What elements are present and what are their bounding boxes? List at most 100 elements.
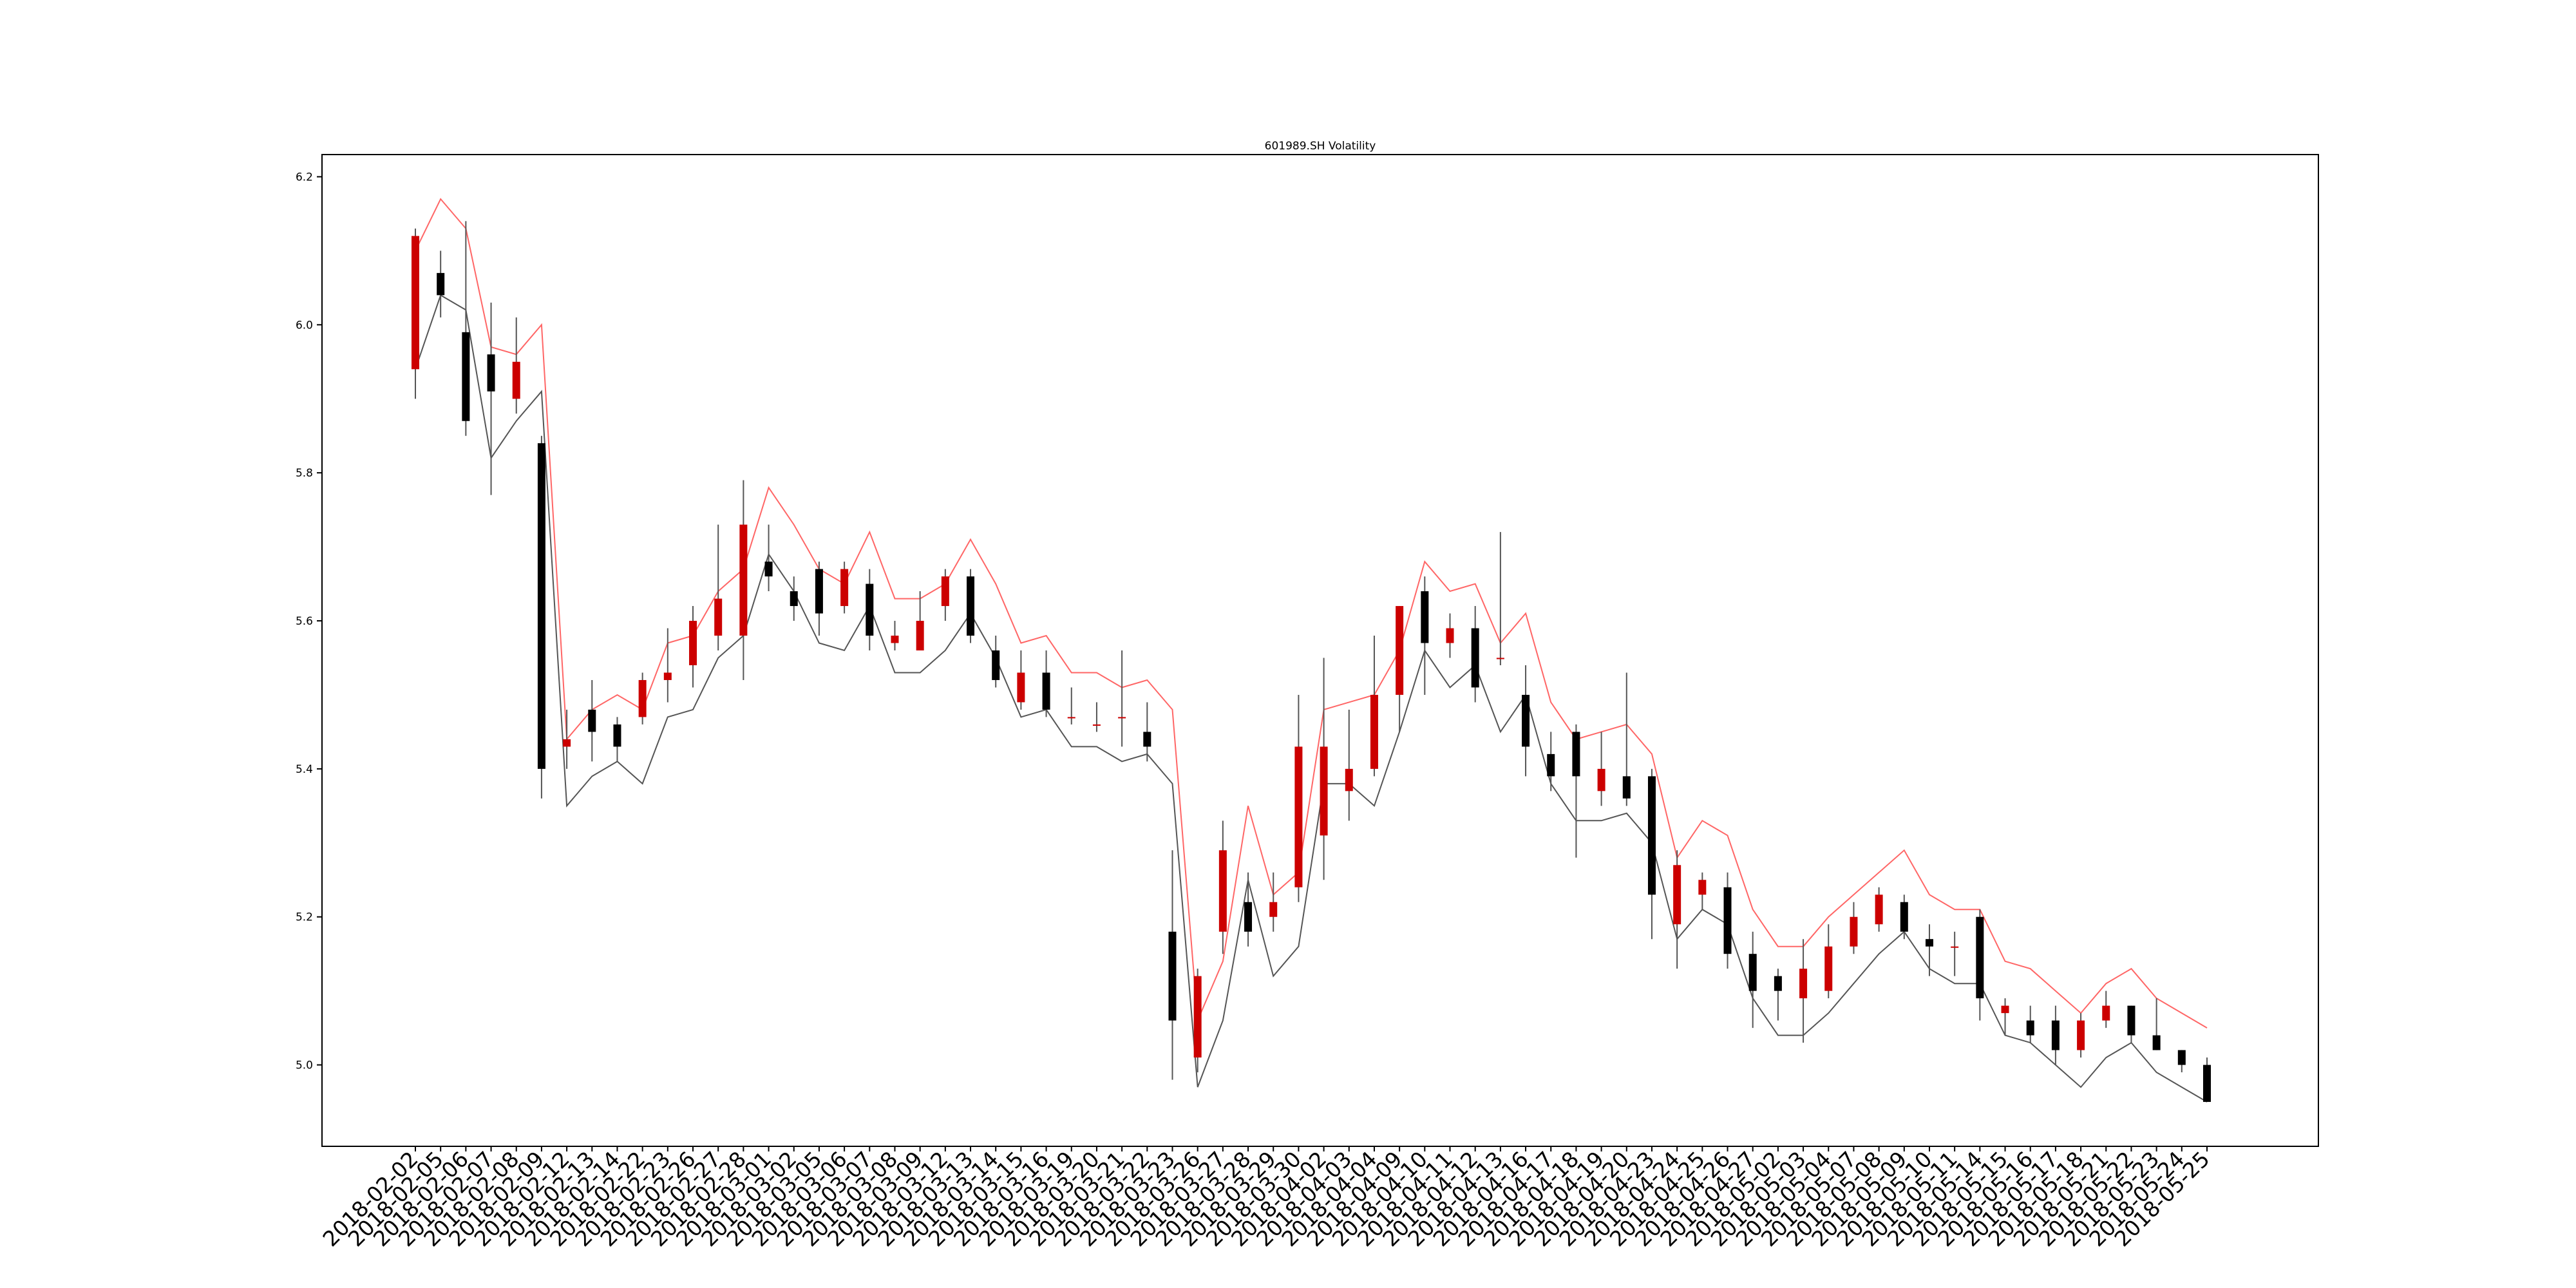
candlestick xyxy=(1597,732,1605,806)
candlestick xyxy=(638,672,647,724)
candlestick xyxy=(2152,998,2161,1050)
candlestick xyxy=(2177,1050,2186,1073)
candle-body-down xyxy=(1900,902,1908,932)
candle-body-up xyxy=(1396,606,1404,695)
candle-body-down xyxy=(1143,732,1151,747)
candle-body-down xyxy=(764,562,773,577)
candle-body-down xyxy=(1774,976,1782,991)
candle-body-up xyxy=(1951,946,1959,948)
candle-body-down xyxy=(437,272,445,296)
y-axis: 5.0 5.2 5.4 5.6 5.8 6.0 6.2 xyxy=(296,171,322,1072)
candlestick xyxy=(815,562,823,636)
candle-body-up xyxy=(739,524,748,636)
candle-body-up xyxy=(689,621,697,665)
candlestick xyxy=(1572,724,1580,858)
candle-body-up xyxy=(1370,694,1378,769)
candle-body-down xyxy=(992,650,1000,680)
candle-body-up xyxy=(1092,724,1101,726)
candle-body-down xyxy=(2026,1020,2034,1036)
candle-body-up xyxy=(1673,865,1681,925)
candlestick xyxy=(1244,872,1253,947)
candlestick xyxy=(714,524,723,650)
candlestick xyxy=(1345,709,1353,821)
candlestick xyxy=(1017,650,1025,710)
candlestick xyxy=(689,606,697,688)
candle-body-down xyxy=(1925,939,1933,947)
candle-body-down xyxy=(1522,694,1530,747)
candle-body-down xyxy=(1042,672,1050,710)
candlestick xyxy=(437,251,445,317)
candlestick xyxy=(1748,931,1757,1028)
candlestick xyxy=(1294,694,1303,902)
candle-body-down xyxy=(1547,753,1555,777)
candlestick xyxy=(1067,687,1075,724)
candle-body-up xyxy=(563,739,571,747)
candle-body-down xyxy=(1572,732,1580,777)
y-tick-label: 5.6 xyxy=(296,615,313,628)
candle-body-down xyxy=(1244,902,1253,932)
candlestick xyxy=(941,569,949,621)
candlestick xyxy=(891,621,899,650)
candlestick xyxy=(1421,576,1429,695)
candle-body-down xyxy=(588,709,596,732)
candlestick xyxy=(790,576,798,621)
candle-body-down xyxy=(1647,776,1656,895)
candlestick xyxy=(1875,887,1883,932)
candlestick xyxy=(764,524,773,592)
candle-body-down xyxy=(2203,1065,2211,1103)
candlestick xyxy=(1471,606,1479,703)
candle-body-down xyxy=(2152,1035,2161,1050)
candle-body-up xyxy=(2001,1005,2009,1014)
candlestick xyxy=(1218,820,1227,954)
candlestick xyxy=(840,562,849,614)
candle-body-up xyxy=(1850,916,1858,947)
candlestick xyxy=(1976,909,1984,1021)
candle-body-down xyxy=(1748,954,1757,991)
candle-body-up xyxy=(1698,880,1707,895)
candle-body-up xyxy=(1496,658,1504,659)
candle-body-up xyxy=(840,569,849,607)
candlestick xyxy=(1042,650,1050,717)
candle-body-down xyxy=(1622,776,1631,799)
candlestick xyxy=(1673,850,1681,969)
candlestick xyxy=(1622,672,1631,806)
candle-body-up xyxy=(1218,850,1227,932)
candle-body-up xyxy=(714,598,723,636)
y-tick-label: 5.2 xyxy=(296,911,313,924)
candlestick xyxy=(1396,606,1404,732)
candle-body-up xyxy=(1597,768,1605,791)
candle-body-down xyxy=(1976,916,1984,999)
y-tick-label: 5.4 xyxy=(296,763,313,776)
candlestick xyxy=(1522,665,1530,777)
candle-body-down xyxy=(1421,591,1429,643)
candlestick xyxy=(1824,924,1833,999)
candlestick xyxy=(462,221,470,436)
candle-body-up xyxy=(1193,976,1202,1058)
candle-body-up xyxy=(2077,1020,2085,1050)
candle-body-up xyxy=(663,672,672,680)
candlestick xyxy=(613,717,621,762)
candlestick xyxy=(739,480,748,680)
candlestick xyxy=(916,591,924,650)
upper-band-line xyxy=(415,198,2208,1028)
y-tick-label: 5.8 xyxy=(296,467,313,480)
candle-body-up xyxy=(1824,946,1833,991)
candlestick xyxy=(1118,650,1126,747)
candlestick xyxy=(2127,1005,2136,1043)
candlestick xyxy=(1850,902,1858,954)
volatility-bands xyxy=(415,198,2208,1103)
candlestick xyxy=(563,709,571,769)
candlestick xyxy=(1951,931,1959,976)
candle-body-up xyxy=(916,621,924,650)
candlestick xyxy=(2203,1057,2211,1103)
candle-body-up xyxy=(941,576,949,607)
candlestick xyxy=(512,317,520,414)
candlestick xyxy=(1723,872,1732,969)
lower-band-line xyxy=(415,294,2208,1103)
candlestick xyxy=(1320,658,1328,880)
candle-body-up xyxy=(1294,746,1303,887)
candle-body-down xyxy=(815,569,823,614)
candlestick xyxy=(1092,702,1101,732)
candle-body-up xyxy=(1320,746,1328,836)
